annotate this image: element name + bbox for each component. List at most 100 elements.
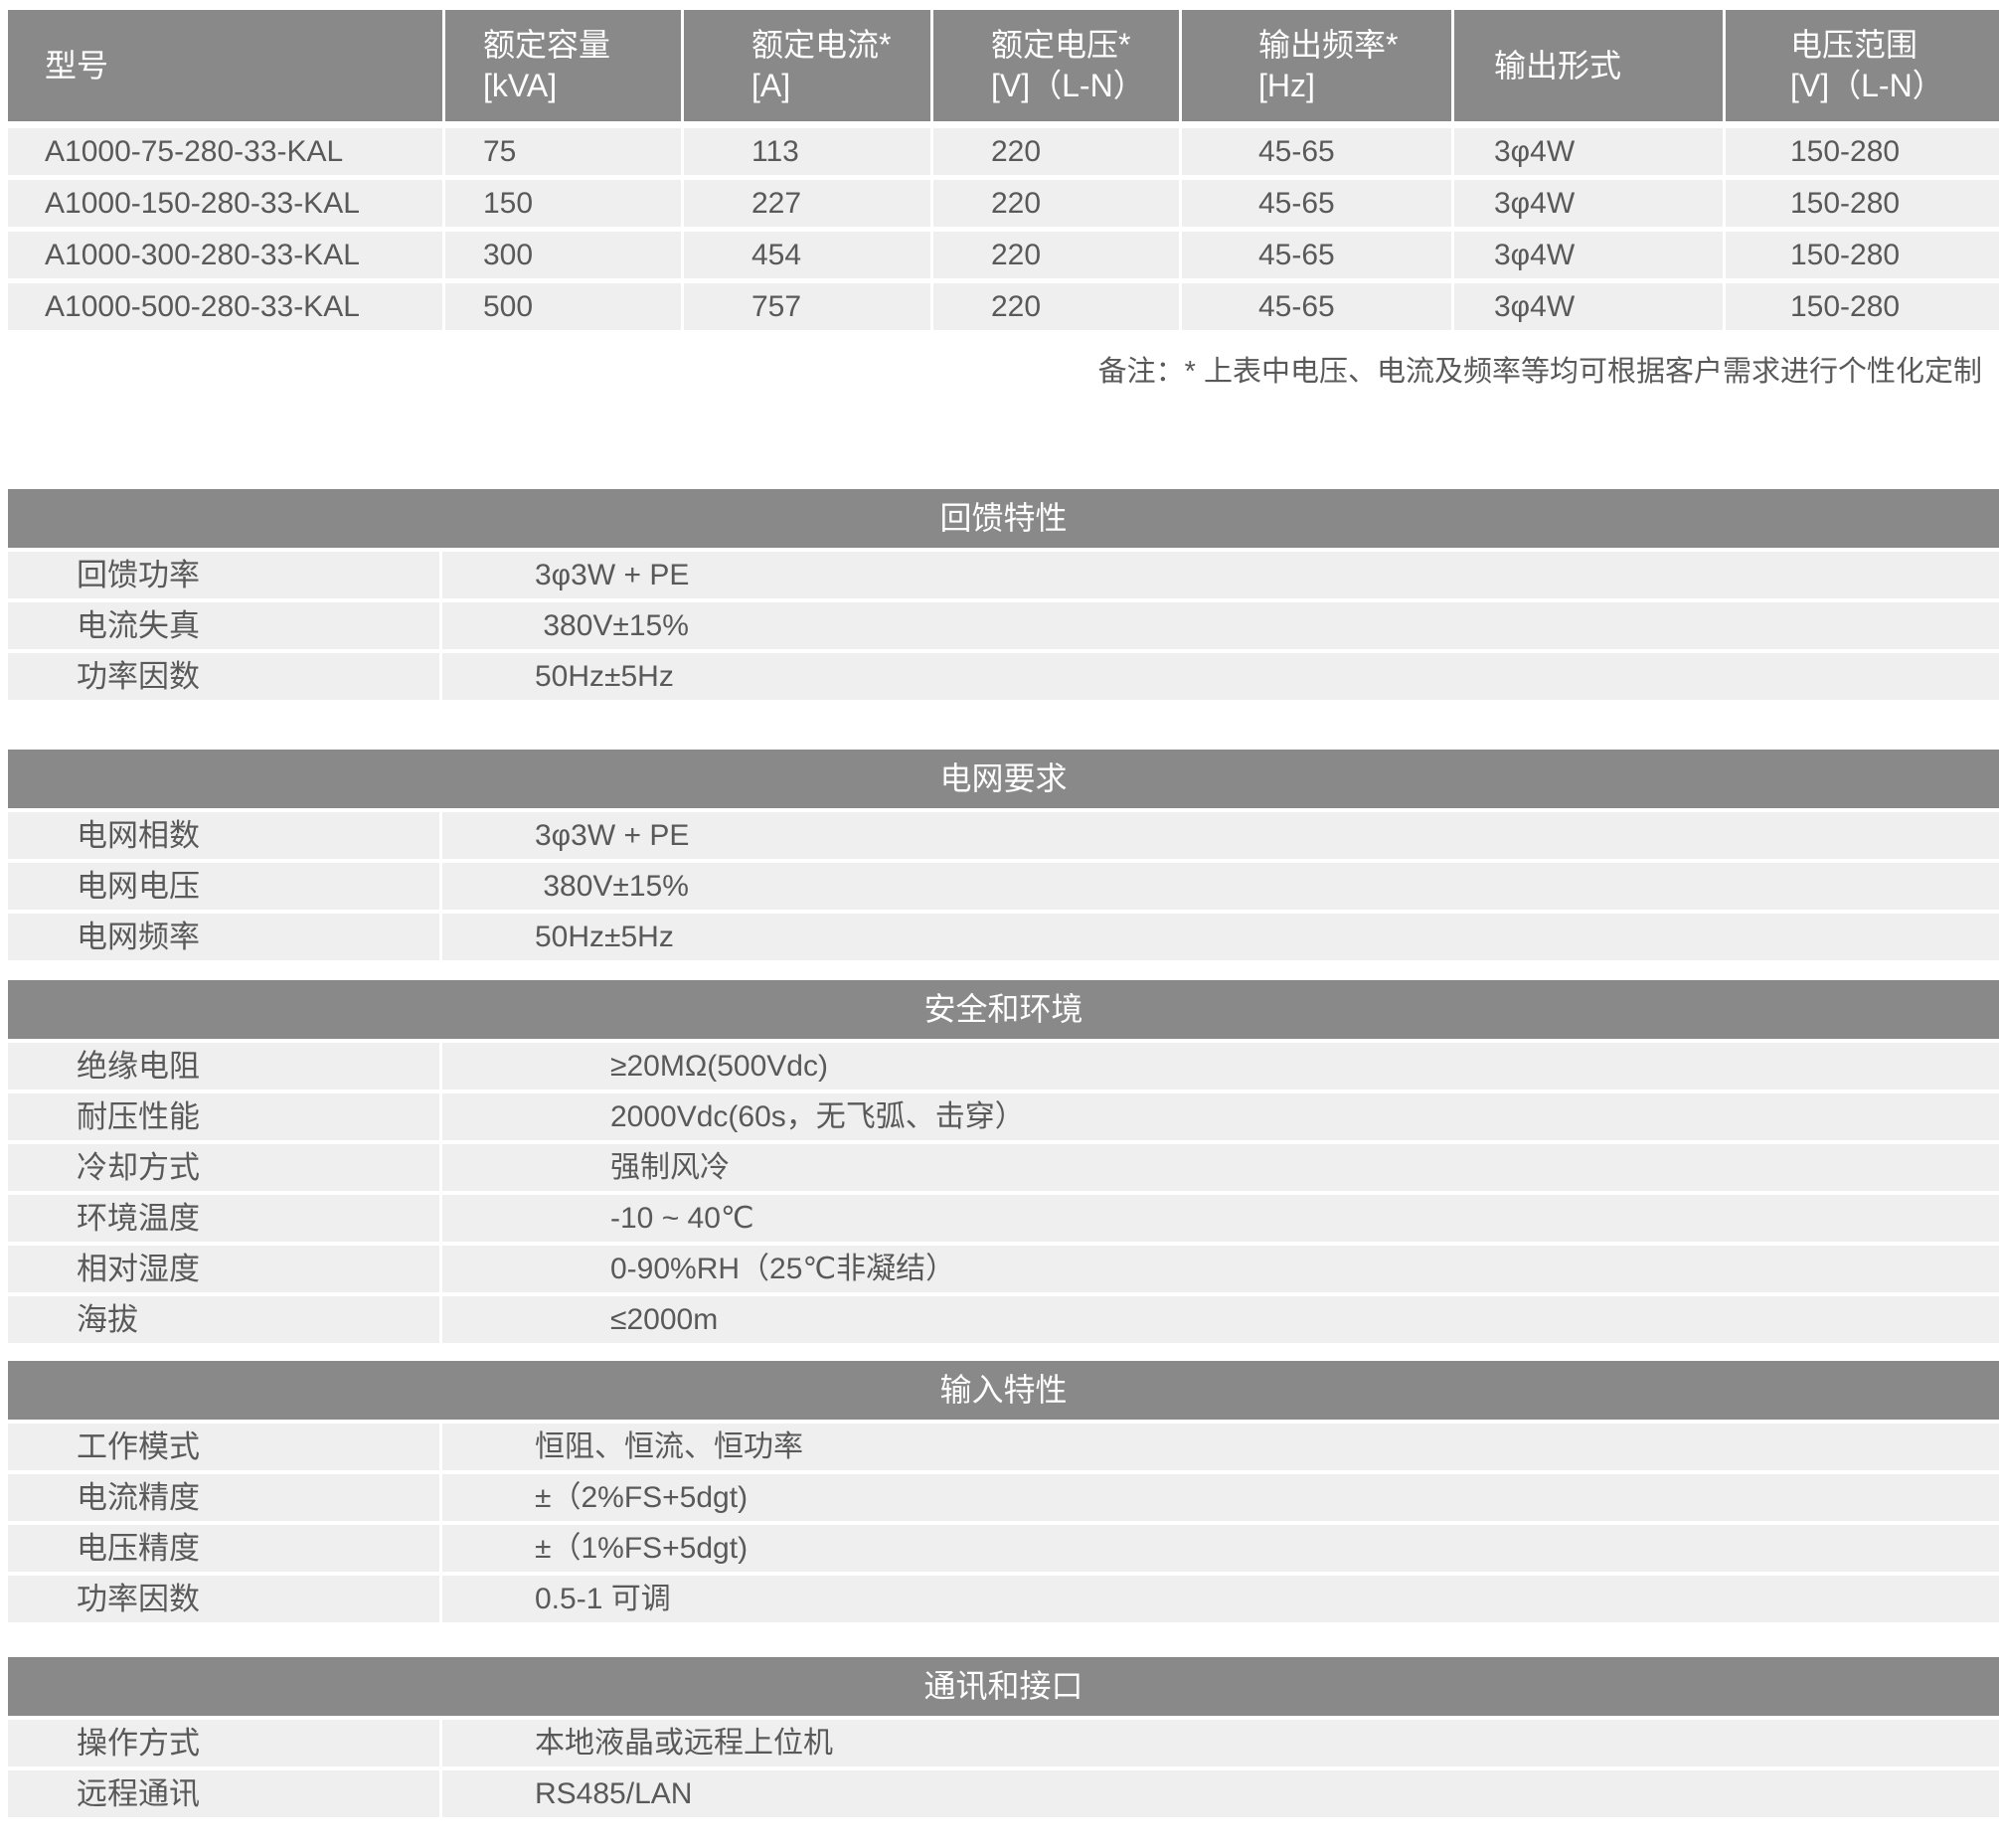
section-row-value: 3φ3W + PE xyxy=(535,819,690,852)
section-title: 回馈特性 xyxy=(939,500,1068,536)
section-row-label: 相对湿度 xyxy=(8,1246,442,1292)
spec-header-cell: 输出频率* [Hz] xyxy=(1179,10,1451,121)
spec-table-cell: 150-280 xyxy=(1723,232,1999,278)
spec-table-cell: 220 xyxy=(930,128,1179,175)
section-row-label: 远程通讯 xyxy=(8,1770,442,1817)
section-row-value: 380V±15% xyxy=(535,609,689,642)
section-row-label: 回馈功率 xyxy=(8,552,442,598)
section-row: 冷却方式 强制风冷 xyxy=(8,1144,1999,1191)
spec-table-cell: 227 xyxy=(681,180,930,227)
section-row-label: 功率因数 xyxy=(8,1576,442,1622)
section-row-label: 功率因数 xyxy=(8,653,442,700)
section-row-label: 环境温度 xyxy=(8,1195,442,1242)
section-row: 海拔 ≤2000m xyxy=(8,1296,1999,1343)
section-title: 电网要求 xyxy=(939,760,1068,796)
section-row: 电压精度 ±（1%FS+5dgt) xyxy=(8,1525,1999,1572)
spec-section: 通讯和接口操作方式 本地液晶或远程上位机远程通讯 RS485/LAN xyxy=(8,1657,1999,1817)
spec-table-cell: 454 xyxy=(681,232,930,278)
section-row-value: ±（1%FS+5dgt) xyxy=(535,1532,749,1565)
section-row-label: 电流精度 xyxy=(8,1474,442,1521)
section-title: 通讯和接口 xyxy=(923,1668,1083,1704)
spec-table-cell: 220 xyxy=(930,283,1179,330)
model-spec-table: 型号 额定容量 [kVA] 额定电流* [A] 额定电压* [V]（L-N） 输出频率*… xyxy=(8,10,1999,330)
section-row-value: 3φ3W + PE xyxy=(535,559,690,591)
section-row-value: RS485/LAN xyxy=(535,1777,693,1810)
spec-header-cell: 额定电流* [A] xyxy=(681,10,930,121)
spec-table-cell: 45-65 xyxy=(1179,232,1451,278)
section-row: 电网相数 3φ3W + PE xyxy=(8,812,1999,859)
spec-table-cell: 150 xyxy=(442,180,681,227)
section-row: 远程通讯 RS485/LAN xyxy=(8,1770,1999,1817)
section-row: 电网电压 380V±15% xyxy=(8,863,1999,910)
section-row-label: 电网频率 xyxy=(8,914,442,960)
spec-section: 回馈特性回馈功率 3φ3W + PE 电流失真 380V±15% 功率因数 50Hz±5… xyxy=(8,489,1999,700)
spec-table-cell: 150-280 xyxy=(1723,128,1999,175)
section-row-label: 冷却方式 xyxy=(8,1144,442,1191)
spec-header-cell: 型号 xyxy=(45,47,109,84)
section-row: 耐压性能 2000Vdc(60s，无飞弧、击穿） xyxy=(8,1093,1999,1140)
section-header-bar: 回馈特性 xyxy=(8,489,1999,548)
section-row-label: 电网电压 xyxy=(8,863,442,910)
section-row-value: 恒阻、恒流、恒功率 xyxy=(535,1430,803,1463)
section-title: 安全和环境 xyxy=(923,991,1083,1027)
section-row-label: 绝缘电阻 xyxy=(8,1043,442,1090)
section-row-label: 耐压性能 xyxy=(8,1093,442,1140)
section-row-label: 操作方式 xyxy=(8,1720,442,1766)
spec-table-cell: 150-280 xyxy=(1723,283,1999,330)
section-row-value: 本地液晶或远程上位机 xyxy=(535,1727,833,1760)
section-header-bar: 电网要求 xyxy=(8,750,1999,808)
spec-sheet-page: 型号 额定容量 [kVA] 额定电流* [A] 额定电压* [V]（L-N） 输出频率*… xyxy=(8,10,1999,1817)
spec-table-cell: 3φ4W xyxy=(1451,283,1723,330)
section-row-value: 2000Vdc(60s，无飞弧、击穿） xyxy=(610,1100,1025,1133)
spec-table-row: A1000-150-280-33-KAL 150 227 220 45-65 3φ4W 15… xyxy=(8,180,1999,227)
section-row-value: 380V±15% xyxy=(535,870,689,903)
section-row-value: 50Hz±5Hz xyxy=(535,921,674,953)
section-row: 相对湿度 0-90%RH（25℃非凝结） xyxy=(8,1246,1999,1292)
spec-table-cell: 45-65 xyxy=(1179,283,1451,330)
model-spec-table-header: 型号 额定容量 [kVA] 额定电流* [A] 额定电压* [V]（L-N） 输出频率*… xyxy=(8,10,1999,121)
spec-table-cell: 3φ4W xyxy=(1451,232,1723,278)
section-row-value: ≤2000m xyxy=(610,1303,719,1336)
model-spec-table-body: A1000-75-280-33-KAL 75 113 220 45-65 3φ4W 150-… xyxy=(8,128,1999,330)
spec-header-cell: 电压范围 [V]（L-N） xyxy=(1723,10,1999,121)
spec-header-cell: 输出形式 xyxy=(1451,10,1723,121)
section-header-bar: 输入特性 xyxy=(8,1361,1999,1420)
section-row-value: 强制风冷 xyxy=(610,1151,730,1184)
spec-header-cell: 额定容量 [kVA] xyxy=(442,10,681,121)
section-header-bar: 通讯和接口 xyxy=(8,1657,1999,1716)
section-row-label: 电流失真 xyxy=(8,602,442,649)
note-text: 备注：* 上表中电压、电流及频率等均可根据客户需求进行个性化定制 xyxy=(1097,356,1982,388)
spec-table-cell: A1000-300-280-33-KAL xyxy=(45,239,360,271)
spec-table-cell: A1000-500-280-33-KAL xyxy=(45,290,360,323)
spec-table-row: A1000-75-280-33-KAL 75 113 220 45-65 3φ4W 150-… xyxy=(8,128,1999,175)
spec-section: 电网要求 电网相数 3φ3W + PE 电网电压 380V±15% 电网频率 50Hz±5… xyxy=(8,750,1999,960)
spec-table-cell: 75 xyxy=(442,128,681,175)
spec-section: 安全和环境绝缘电阻 ≥20MΩ(500Vdc) 耐压性能 2000Vdc(60s，无飞… xyxy=(8,980,1999,1343)
spec-table-cell: 45-65 xyxy=(1179,128,1451,175)
section-row-label: 电压精度 xyxy=(8,1525,442,1572)
spec-sections: 回馈特性 回馈功率 3φ3W + PE 电流失真 380V±15% 功率因数 50Hz±5… xyxy=(8,489,1999,1817)
section-row: 工作模式 恒阻、恒流、恒功率 xyxy=(8,1424,1999,1470)
spec-table-cell: 3φ4W xyxy=(1451,180,1723,227)
section-row: 操作方式 本地液晶或远程上位机 xyxy=(8,1720,1999,1766)
section-row: 电网频率 50Hz±5Hz xyxy=(8,914,1999,960)
spec-table-cell: 45-65 xyxy=(1179,180,1451,227)
section-row-label: 海拔 xyxy=(8,1296,442,1343)
spec-table-cell: 3φ4W xyxy=(1451,128,1723,175)
spec-section: 输入特性工作模式 恒阻、恒流、恒功率电流精度 ±（2%FS+5dgt) 电压精度 ±（1… xyxy=(8,1361,1999,1622)
section-title: 输入特性 xyxy=(939,1372,1068,1408)
spec-table-cell: 757 xyxy=(681,283,930,330)
spec-table-row: A1000-300-280-33-KAL 300 454 220 45-65 3φ4W 15… xyxy=(8,232,1999,278)
section-row: 环境温度 -10 ~ 40℃ xyxy=(8,1195,1999,1242)
spec-table-cell: 150-280 xyxy=(1723,180,1999,227)
section-row: 功率因数 0.5-1 可调 xyxy=(8,1576,1999,1622)
section-row: 电流精度 ±（2%FS+5dgt) xyxy=(8,1474,1999,1521)
section-row-label: 工作模式 xyxy=(8,1424,442,1470)
section-row: 绝缘电阻 ≥20MΩ(500Vdc) xyxy=(8,1043,1999,1090)
section-row-value: 0-90%RH（25℃非凝结） xyxy=(610,1253,956,1285)
section-row-value: ≥20MΩ(500Vdc) xyxy=(610,1050,828,1083)
spec-header-cell: 额定电压* [V]（L-N） xyxy=(930,10,1179,121)
section-row: 功率因数 50Hz±5Hz xyxy=(8,653,1999,700)
spec-table-cell: 220 xyxy=(930,232,1179,278)
section-header-bar: 安全和环境 xyxy=(8,980,1999,1039)
